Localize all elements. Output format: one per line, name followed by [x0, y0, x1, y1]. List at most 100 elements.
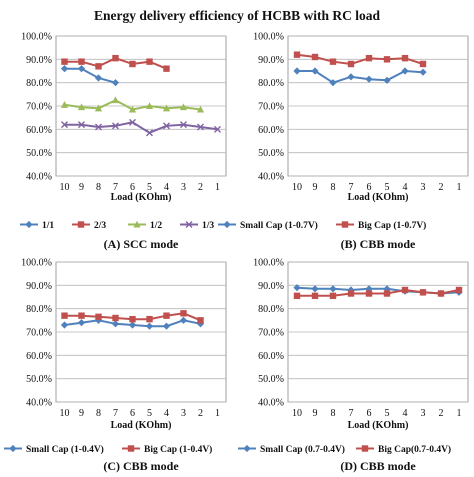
y-tick-label: 40.0%	[26, 172, 52, 183]
y-tick-label: 80.0%	[26, 78, 52, 89]
y-tick-label: 50.0%	[258, 374, 284, 385]
panel-caption: (C) CBB mode	[103, 459, 179, 473]
y-tick-label: 90.0%	[258, 55, 284, 66]
x-tick-label: 2	[439, 408, 444, 419]
legend-label: Small Cap (0.7-0.4V)	[260, 444, 345, 455]
x-tick-label: 5	[147, 182, 152, 193]
x-tick-label: 6	[130, 408, 135, 419]
x-tick-label: 10	[60, 182, 70, 193]
data-point	[196, 105, 205, 113]
legend-marker	[133, 220, 141, 228]
legend-marker	[341, 221, 349, 228]
x-tick-label: 6	[130, 182, 135, 193]
data-point	[111, 79, 120, 87]
chart-panel-2: 40.0% 50.0% 60.0% 70.0% 80.0% 90.0% 100.0% 10 9 8…	[218, 32, 469, 251]
data-point	[163, 122, 170, 130]
data-point	[60, 65, 69, 73]
data-point	[78, 312, 85, 319]
data-point	[60, 321, 69, 329]
data-point	[61, 312, 68, 319]
legend-entry: Small Cap (1-0.4V)	[4, 444, 104, 455]
series-2	[293, 51, 427, 68]
y-tick-label: 70.0%	[258, 328, 284, 339]
data-point	[311, 67, 319, 75]
y-tick-label: 100.0%	[253, 258, 284, 269]
data-point	[401, 286, 409, 294]
x-tick-label: 10	[60, 408, 70, 419]
data-point	[419, 60, 427, 68]
y-tick-label: 40.0%	[26, 398, 52, 409]
data-point	[163, 312, 170, 319]
legend-marker	[185, 221, 193, 228]
data-point	[329, 58, 337, 65]
data-point	[61, 58, 68, 65]
data-point	[365, 290, 373, 297]
legend-entry: 1/2	[128, 220, 162, 231]
data-point	[146, 315, 153, 323]
x-tick-label: 1	[457, 182, 462, 193]
y-tick-label: 60.0%	[26, 125, 52, 136]
data-point	[419, 289, 427, 296]
x-tick-label: 3	[181, 182, 186, 193]
x-tick-label: 7	[113, 408, 118, 419]
legend-label: Small Cap (1-0.7V)	[240, 220, 318, 231]
legend-marker	[361, 445, 369, 452]
y-tick-label: 100.0%	[253, 32, 284, 43]
series-1	[60, 316, 205, 330]
data-point	[383, 290, 391, 297]
data-point	[383, 76, 391, 84]
panel-caption: (D) CBB mode	[340, 459, 416, 473]
x-tick-label: 7	[113, 182, 118, 193]
legend-marker	[9, 444, 17, 453]
data-point	[112, 314, 119, 322]
data-point	[311, 292, 319, 300]
data-point	[128, 321, 137, 329]
data-point	[94, 104, 103, 112]
data-point	[95, 123, 102, 131]
legend-label: Big Cap(0.7-0.4V)	[378, 444, 451, 455]
y-tick-label: 40.0%	[258, 172, 284, 183]
x-axis-label: Load (KOhm)	[348, 192, 409, 203]
data-point	[78, 58, 85, 65]
series-1	[60, 65, 120, 87]
legend-entry: 1/1	[20, 220, 54, 231]
data-point	[61, 121, 68, 129]
x-tick-label: 9	[79, 408, 84, 419]
data-point	[401, 67, 409, 75]
data-point	[145, 102, 154, 109]
x-tick-label: 8	[331, 408, 336, 419]
x-tick-label: 7	[349, 408, 354, 419]
data-point	[365, 54, 373, 62]
x-tick-label: 4	[403, 182, 408, 193]
x-tick-label: 2	[198, 408, 203, 419]
legend-marker	[77, 221, 85, 228]
data-point	[197, 123, 204, 131]
data-point	[180, 121, 187, 129]
data-point	[196, 320, 205, 328]
data-point	[293, 67, 301, 75]
data-point	[347, 73, 355, 81]
legend-label: 1/1	[42, 221, 54, 231]
series-2	[293, 286, 463, 300]
data-point	[293, 51, 301, 58]
series-line	[297, 69, 424, 84]
data-point	[77, 103, 86, 111]
figure-title: Energy delivery efficiency of HCBB with …	[94, 8, 381, 23]
data-point	[179, 316, 188, 324]
x-axis-label: Load (KOhm)	[348, 420, 409, 431]
y-tick-label: 80.0%	[258, 78, 284, 89]
data-point	[293, 284, 301, 292]
y-tick-label: 80.0%	[26, 304, 52, 315]
x-tick-label: 1	[215, 182, 220, 193]
x-tick-label: 3	[181, 408, 186, 419]
legend-label: 1/3	[202, 221, 214, 231]
y-tick-label: 80.0%	[258, 304, 284, 315]
legend-entry: Big Cap (1-0.4V)	[122, 444, 212, 455]
x-tick-label: 1	[457, 408, 462, 419]
y-tick-label: 100.0%	[21, 32, 52, 43]
series-line	[64, 121, 218, 134]
data-point	[162, 322, 171, 330]
data-point	[128, 105, 137, 113]
legend-marker	[243, 444, 251, 453]
legend-label: Big Cap (1-0.7V)	[358, 220, 426, 231]
